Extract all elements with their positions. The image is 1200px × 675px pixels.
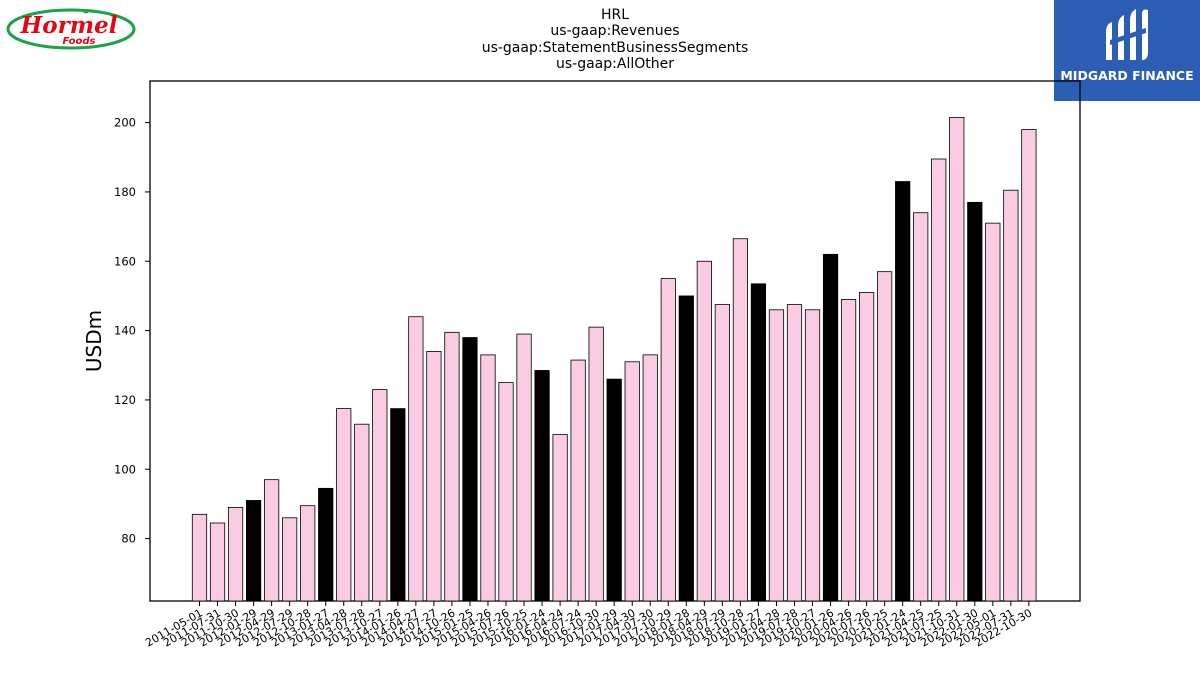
bar [985,222,1001,602]
chart-title-line-3: us-gaap:StatementBusinessSegments [481,39,749,56]
bar [949,117,965,602]
bar [768,309,785,602]
midgard-finance-logo: MIDGARD FINANCE [1054,0,1200,101]
y-tick-label: 80 [121,532,136,546]
bar [570,359,586,602]
bar [444,331,460,602]
bar [859,292,875,602]
bar [895,181,911,602]
bar [678,295,694,602]
bar [967,201,983,602]
bar [318,487,334,602]
bar [534,370,550,602]
bar [426,350,442,602]
bar [372,389,388,602]
bar [786,304,803,602]
bar [913,212,929,602]
bar [696,260,712,602]
bar [877,271,893,602]
bar [642,354,658,602]
bar [840,298,857,602]
bar [336,408,352,602]
bar [390,408,406,602]
bar [462,337,478,602]
bar [732,238,749,602]
bar [1021,129,1037,602]
bar [931,158,947,602]
y-tick-label: 100 [114,462,136,476]
y-axis-label: USDm [82,310,106,372]
midgard-logo-text: MIDGARD FINANCE [1060,68,1194,83]
hormel-logo-word: Hormel [20,12,118,39]
bar [498,382,514,602]
bar [822,253,839,602]
chart-title-line-1: HRL [600,7,630,23]
chart-title-line-4: us-gaap:AllOther [556,55,674,72]
bar [300,505,316,602]
y-tick-label: 200 [114,116,136,130]
y-tick-label: 180 [114,185,136,199]
bar [624,361,640,602]
bar [552,434,568,602]
bar [606,378,622,602]
bar [245,500,262,602]
chart-title-line-2: us-gaap:Revenues [550,23,680,40]
bar [804,309,821,602]
bar [588,326,604,602]
bar [209,522,226,602]
bar [1003,189,1019,602]
bar [480,354,496,602]
bar [660,278,676,602]
y-tick-label: 120 [114,393,136,407]
bar [750,283,767,602]
bar [714,304,730,602]
bar [516,333,532,602]
y-tick-label: 140 [114,324,136,338]
bar [408,316,424,602]
bar [354,423,370,602]
hormel-foods-logo: Hormel Foods [6,8,136,50]
bar [191,513,208,602]
midgard-emblem-icon [1106,9,1148,60]
hormel-logo-sub: Foods [63,36,96,47]
bar [227,506,244,602]
bar [282,517,298,602]
bar [264,479,280,602]
y-tick-label: 160 [114,254,136,268]
chart-title: HRL us-gaap:Revenues us-gaap:StatementBu… [415,7,815,72]
